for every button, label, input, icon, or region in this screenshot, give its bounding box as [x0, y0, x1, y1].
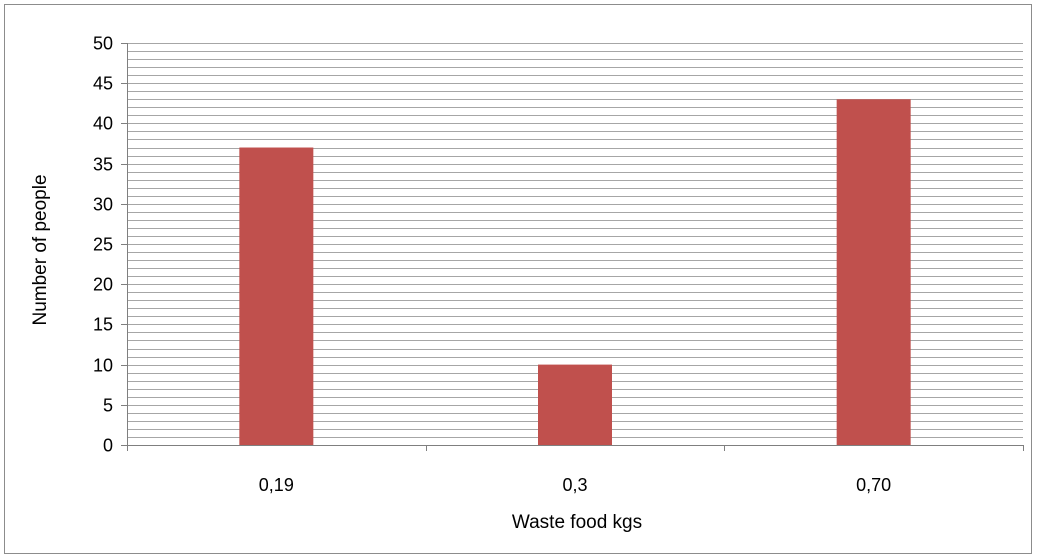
y-tick-label: 10 — [93, 356, 113, 376]
x-axis-title: Waste food kgs — [512, 512, 642, 533]
y-tick-label: 40 — [93, 114, 113, 134]
axes — [121, 43, 1024, 451]
bars — [239, 99, 911, 445]
y-axis-title: Number of people — [30, 174, 51, 325]
bar-0,3 — [538, 364, 612, 445]
y-tick-label: 20 — [93, 275, 113, 295]
bar-0,19 — [239, 147, 314, 445]
y-tick-label: 15 — [93, 315, 113, 335]
x-category-label: 0,70 — [856, 475, 891, 495]
x-category-labels: 0,19 0,3 0,70 — [259, 475, 891, 495]
y-tick-labels: 0 5 10 15 20 25 30 35 40 45 50 — [93, 34, 113, 456]
y-tick-label: 50 — [93, 34, 113, 54]
y-tick-label: 35 — [93, 155, 113, 175]
bar-0,70 — [836, 99, 911, 445]
x-category-label: 0,19 — [259, 475, 294, 495]
y-tick-label: 0 — [103, 436, 113, 456]
bar-chart: 0 5 10 15 20 25 30 35 40 45 50 0,19 0,3 0,70 Waste f… — [30, 34, 1024, 533]
y-tick-label: 30 — [93, 195, 113, 215]
y-tick-label: 5 — [103, 396, 113, 416]
y-tick-label: 45 — [93, 74, 113, 94]
chart-frame: 0 5 10 15 20 25 30 35 40 45 50 0,19 0,3 0,70 Waste f… — [4, 4, 1032, 554]
x-category-label: 0,3 — [562, 475, 587, 495]
y-tick-label: 25 — [93, 235, 113, 255]
